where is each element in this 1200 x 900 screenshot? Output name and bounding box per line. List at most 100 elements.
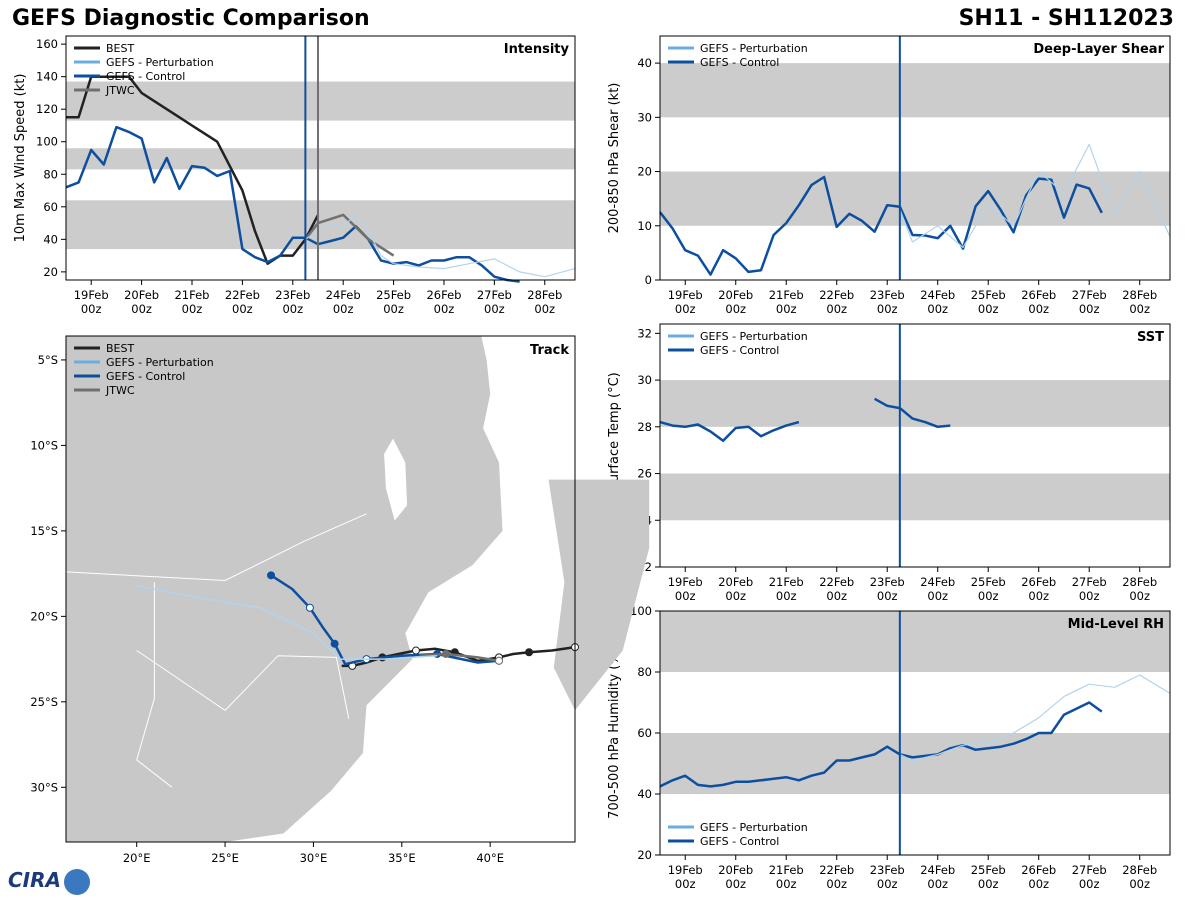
shear-xtick-label: 26Feb bbox=[1021, 288, 1056, 302]
track-xtick-label: 25°E bbox=[211, 851, 239, 865]
track-xtick-label: 20°E bbox=[123, 851, 151, 865]
shear-xtick-label: 00z bbox=[776, 302, 797, 316]
sst-series-line bbox=[873, 397, 951, 429]
intensity-xtick-label: 00z bbox=[333, 302, 354, 316]
land-africa bbox=[66, 336, 503, 842]
sst-legend-label: GEFS - Perturbation bbox=[700, 330, 808, 343]
rh-xtick-label: 27Feb bbox=[1072, 863, 1107, 877]
rh-series-line bbox=[899, 674, 1171, 762]
chart-title: GEFS Diagnostic Comparison bbox=[12, 6, 370, 31]
track-xtick-label: 35°E bbox=[388, 851, 416, 865]
sst-xtick-label: 00z bbox=[675, 589, 696, 603]
rh-ytick-label: 80 bbox=[637, 665, 652, 679]
shear-xtick-label: 00z bbox=[675, 302, 696, 316]
sst-xtick-label: 00z bbox=[877, 589, 898, 603]
rh-xtick-label: 24Feb bbox=[920, 863, 955, 877]
rh-xtick-label: 00z bbox=[1028, 877, 1049, 891]
sst-legend-label: GEFS - Control bbox=[700, 344, 779, 357]
sst-xtick-label: 21Feb bbox=[769, 575, 804, 589]
shear-ytick-label: 0 bbox=[645, 273, 652, 287]
intensity-ytick-label: 160 bbox=[36, 37, 58, 51]
intensity-ytick-label: 20 bbox=[43, 265, 58, 279]
shear-xtick-label: 19Feb bbox=[668, 288, 703, 302]
shear-xtick-label: 27Feb bbox=[1072, 288, 1107, 302]
border-line bbox=[136, 650, 350, 719]
intensity-band bbox=[66, 148, 575, 170]
shear-band bbox=[660, 63, 1170, 118]
rh-xtick-label: 19Feb bbox=[668, 863, 703, 877]
intensity-xtick-label: 24Feb bbox=[326, 288, 361, 302]
shear-xtick-label: 20Feb bbox=[718, 288, 753, 302]
rh-band bbox=[660, 733, 1170, 794]
track-ytick-label: 5°S bbox=[38, 353, 58, 367]
shear-band bbox=[660, 171, 1170, 226]
intensity-panel: 19Feb00z20Feb00z21Feb00z22Feb00z23Feb00z… bbox=[13, 35, 576, 316]
shear-xtick-label: 00z bbox=[877, 302, 898, 316]
intensity-xtick-label: 00z bbox=[131, 302, 152, 316]
sst-xtick-label: 00z bbox=[725, 589, 746, 603]
sst-xtick-label: 20Feb bbox=[718, 575, 753, 589]
rh-xtick-label: 00z bbox=[927, 877, 948, 891]
track-point bbox=[441, 649, 450, 658]
intensity-ytick-label: 120 bbox=[36, 102, 58, 116]
rh-ytick-label: 100 bbox=[630, 604, 652, 618]
intensity-xtick-label: 23Feb bbox=[275, 288, 310, 302]
intensity-frame bbox=[65, 35, 576, 281]
intensity-band bbox=[66, 81, 575, 121]
track-point bbox=[330, 639, 339, 648]
rh-xtick-label: 20Feb bbox=[718, 863, 753, 877]
shear-xtick-label: 00z bbox=[927, 302, 948, 316]
shear-xtick-label: 00z bbox=[1028, 302, 1049, 316]
track-line bbox=[419, 652, 500, 663]
rh-ylabel: 700-500 hPa Humidity (%) bbox=[607, 647, 622, 819]
intensity-xtick-label: 00z bbox=[484, 302, 505, 316]
sst-xtick-label: 27Feb bbox=[1072, 575, 1107, 589]
rh-xtick-label: 00z bbox=[978, 877, 999, 891]
track-panel-title: Track bbox=[530, 343, 569, 358]
track-legend-label: JTWC bbox=[105, 384, 135, 397]
intensity-xtick-label: 21Feb bbox=[174, 288, 209, 302]
sst-xtick-label: 23Feb bbox=[870, 575, 905, 589]
rh-xtick-label: 21Feb bbox=[769, 863, 804, 877]
track-ytick-label: 15°S bbox=[30, 524, 58, 538]
intensity-panel-title: Intensity bbox=[504, 42, 570, 57]
intensity-band bbox=[66, 200, 575, 250]
sst-xtick-label: 00z bbox=[1129, 589, 1150, 603]
sst-xtick-label: 25Feb bbox=[971, 575, 1006, 589]
track-legend-label: GEFS - Control bbox=[106, 370, 185, 383]
intensity-series-line bbox=[65, 125, 520, 283]
rh-frame bbox=[659, 610, 1171, 856]
track-ytick-label: 10°S bbox=[30, 438, 58, 452]
intensity-xtick-label: 22Feb bbox=[225, 288, 260, 302]
sst-panel: 19Feb00z20Feb00z21Feb00z22Feb00z23Feb00z… bbox=[607, 323, 1171, 603]
sst-xtick-label: 19Feb bbox=[668, 575, 703, 589]
shear-frame bbox=[659, 35, 1171, 281]
shear-panel-title: Deep-Layer Shear bbox=[1033, 42, 1164, 57]
intensity-ytick-label: 100 bbox=[36, 135, 58, 149]
rh-xtick-label: 00z bbox=[725, 877, 746, 891]
rh-ytick-label: 20 bbox=[637, 848, 652, 862]
rh-xtick-label: 00z bbox=[675, 877, 696, 891]
track-legend-label: BEST bbox=[106, 342, 134, 355]
lake-malawi bbox=[384, 438, 408, 521]
intensity-xtick-label: 00z bbox=[232, 302, 253, 316]
shear-xtick-label: 22Feb bbox=[819, 288, 854, 302]
intensity-ytick-label: 60 bbox=[43, 200, 58, 214]
shear-xtick-label: 00z bbox=[826, 302, 847, 316]
rh-xtick-label: 28Feb bbox=[1122, 863, 1157, 877]
sst-frame bbox=[659, 323, 1171, 568]
sst-xtick-label: 00z bbox=[776, 589, 797, 603]
intensity-xtick-label: 27Feb bbox=[477, 288, 512, 302]
intensity-xtick-label: 20Feb bbox=[124, 288, 159, 302]
sst-series-line bbox=[659, 420, 800, 443]
track-point bbox=[525, 648, 534, 657]
shear-panel: 19Feb00z20Feb00z21Feb00z22Feb00z23Feb00z… bbox=[607, 35, 1171, 316]
track-line bbox=[270, 574, 500, 666]
sst-xtick-label: 22Feb bbox=[819, 575, 854, 589]
storm-id: SH11 - SH112023 bbox=[958, 6, 1174, 31]
intensity-xtick-label: 00z bbox=[81, 302, 102, 316]
intensity-xtick-label: 00z bbox=[282, 302, 303, 316]
track-ytick-label: 25°S bbox=[30, 695, 58, 709]
shear-ytick-label: 10 bbox=[637, 219, 652, 233]
